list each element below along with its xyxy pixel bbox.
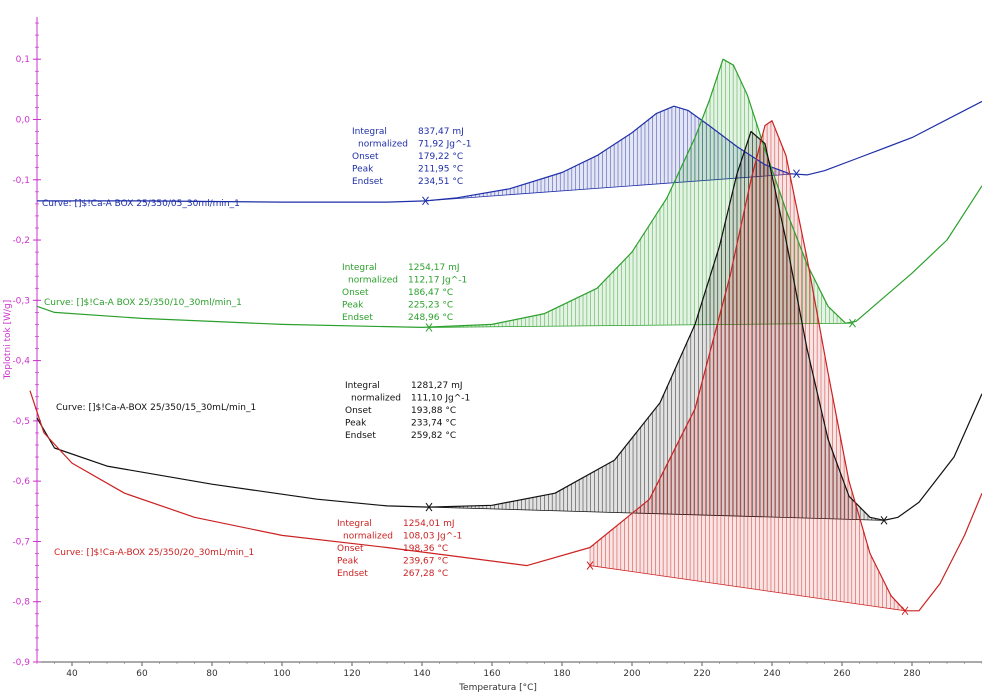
annotation-value: 108,03 Jg^-1: [403, 532, 462, 542]
x-tick-label: 80: [206, 669, 218, 679]
fill-area: [590, 120, 905, 611]
annotation-label: Onset: [342, 288, 369, 298]
annotation-label: Integral: [337, 519, 372, 529]
annotation-label: Endset: [345, 431, 376, 441]
annotation-label: Peak: [337, 557, 359, 567]
annotation-value: 1254,17 mJ: [408, 263, 460, 273]
annotation-value: 198,36 °C: [403, 544, 448, 554]
y-axis-label: Toplotni tok [W/g]: [3, 300, 13, 381]
legend-entry-1: Curve: []$!Ca-A BOX 25/350/10_30ml/min_1: [44, 298, 242, 308]
limit-marker: [425, 323, 433, 332]
annotation-label: Endset: [352, 177, 383, 187]
y-tick-label: -0,3: [12, 296, 30, 306]
annotation-value: 211,95 °C: [418, 165, 463, 175]
annotation-label: Endset: [337, 569, 368, 579]
x-tick-label: 240: [763, 669, 780, 679]
x-tick-label: 160: [483, 669, 500, 679]
legend-entry-3: Curve: []$!Ca-A-BOX 25/350/20_30mL/min_1: [54, 548, 254, 558]
annotation-value: 267,28 °C: [403, 569, 448, 579]
y-tick-label: -0,4: [12, 357, 30, 367]
fill-area: [429, 59, 853, 328]
limit-marker: [586, 561, 594, 570]
curve-0: [37, 100, 982, 203]
y-tick-label: -0,9: [12, 658, 30, 668]
x-tick-label: 60: [136, 669, 148, 679]
limit-marker: [849, 318, 856, 328]
axes: 0,1 0,0 -0,1 -0,2 -0,3 -0,4 -0,5 -0,6 -0,7 -0,8 -0…: [3, 17, 982, 693]
annotation-label: Endset: [342, 313, 373, 323]
annotation-value: 248,96 °C: [408, 313, 453, 323]
annotation-value: 193,88 °C: [411, 406, 456, 416]
x-tick-label: 140: [413, 669, 430, 679]
y-tick-label: 0,0: [16, 115, 31, 125]
y-tick-label: -0,2: [12, 236, 30, 246]
limit-marker: [880, 516, 888, 525]
x-tick-label: 40: [66, 669, 78, 679]
annotation-label: Onset: [345, 406, 372, 416]
x-tick-label: 120: [343, 669, 360, 679]
curve-1: [36, 58, 982, 328]
limit-marker: [425, 502, 433, 512]
annotation-label: Integral: [352, 127, 387, 137]
x-tick-label: 200: [623, 669, 640, 679]
limit-marker: [422, 196, 429, 206]
x-tick-label: 280: [903, 669, 920, 679]
peak-fills: [425, 59, 906, 612]
legend-entry-0: Curve: []$!Ca-A BOX 25/350/05_30ml/min_1: [42, 199, 240, 209]
annotation-label: normalized: [343, 532, 393, 542]
annotation-label: normalized: [348, 276, 398, 286]
annotation-value: 837,47 mJ: [418, 127, 464, 137]
annotation-value: 112,17 Jg^-1: [408, 276, 467, 286]
curve-3: [29, 120, 982, 612]
x-tick-label: 180: [553, 669, 570, 679]
y-tick-label: -0,7: [12, 537, 30, 547]
fill-group-2: [428, 131, 885, 521]
baseline: [428, 322, 853, 328]
annotation-value: 186,47 °C: [408, 288, 453, 298]
x-tick-label: 100: [273, 669, 290, 679]
annotation-label: Onset: [337, 544, 364, 554]
limit-marker: [793, 169, 800, 179]
fill-area: [425, 106, 797, 201]
y-tick-label: -0,5: [12, 417, 30, 427]
annotation-value: 179,22 °C: [418, 152, 463, 162]
x-tick-label: 220: [693, 669, 710, 679]
annotation-value: 111,10 Jg^-1: [411, 394, 470, 404]
annotations: Curve: []$!Ca-A BOX 25/350/05_30ml/min_1…: [42, 127, 472, 579]
annotation-value: 259,82 °C: [411, 431, 456, 441]
fill-area: [429, 131, 884, 521]
legend-entry-2: Curve: []$!Ca-A-BOX 25/350/15_30mL/min_1: [56, 403, 256, 413]
fill-group-3: [589, 120, 906, 612]
limit-marker: [901, 606, 909, 616]
curve-2: [36, 130, 982, 521]
annotation-value: 1281,27 mJ: [411, 381, 463, 391]
x-axis-label: Temperatura [°C]: [458, 683, 537, 693]
annotation-label: Peak: [352, 165, 374, 175]
y-tick-label: 0,1: [16, 55, 30, 65]
y-tick-label: -0,1: [12, 176, 30, 186]
x-tick-label: 260: [833, 669, 850, 679]
annotation-value: 1254,01 mJ: [403, 519, 455, 529]
baseline: [428, 506, 885, 521]
annotation-label: normalized: [351, 394, 401, 404]
annotation-value: 239,67 °C: [403, 557, 448, 567]
annotation-label: Peak: [345, 419, 367, 429]
annotation-value: 234,51 °C: [418, 177, 463, 187]
baseline: [589, 565, 906, 612]
annotation-value: 71,92 Jg^-1: [418, 140, 472, 150]
annotation-label: Integral: [342, 263, 377, 273]
annotation-label: Onset: [352, 152, 379, 162]
baseline: [425, 173, 797, 202]
annotation-label: normalized: [358, 140, 408, 150]
annotation-value: 225,23 °C: [408, 301, 453, 311]
annotation-label: Integral: [345, 381, 380, 391]
curves: [29, 58, 982, 616]
y-tick-label: -0,8: [12, 598, 30, 608]
y-tick-label: -0,6: [12, 477, 30, 487]
annotation-label: Peak: [342, 301, 364, 311]
annotation-value: 233,74 °C: [411, 419, 456, 429]
